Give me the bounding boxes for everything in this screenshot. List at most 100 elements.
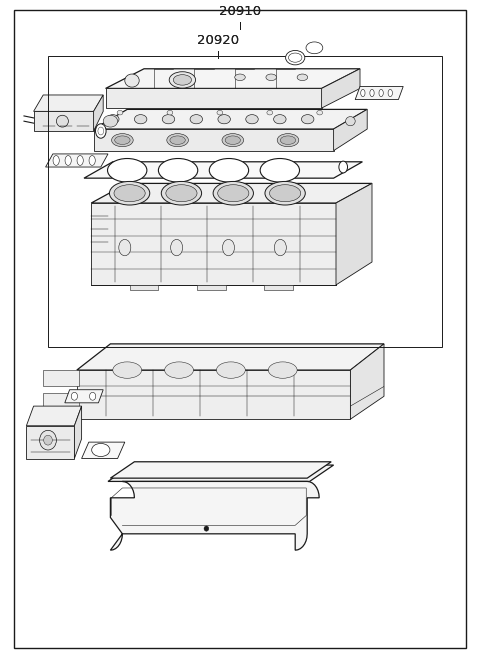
Ellipse shape xyxy=(71,392,78,400)
Ellipse shape xyxy=(190,115,203,124)
Polygon shape xyxy=(106,88,322,108)
Polygon shape xyxy=(94,95,103,131)
Ellipse shape xyxy=(280,136,296,144)
Ellipse shape xyxy=(216,362,245,379)
Polygon shape xyxy=(110,481,319,550)
Polygon shape xyxy=(350,344,384,419)
Ellipse shape xyxy=(317,111,323,115)
Ellipse shape xyxy=(98,127,104,135)
Ellipse shape xyxy=(275,239,287,255)
Polygon shape xyxy=(264,285,293,290)
Ellipse shape xyxy=(166,185,197,202)
Ellipse shape xyxy=(213,181,253,205)
Polygon shape xyxy=(350,386,384,406)
Ellipse shape xyxy=(125,74,139,87)
Ellipse shape xyxy=(115,136,130,144)
Polygon shape xyxy=(322,69,360,108)
Polygon shape xyxy=(110,462,331,478)
Polygon shape xyxy=(91,183,372,203)
Polygon shape xyxy=(355,86,403,100)
Ellipse shape xyxy=(111,134,133,147)
Ellipse shape xyxy=(89,392,96,400)
Ellipse shape xyxy=(388,90,392,96)
Text: 20920: 20920 xyxy=(197,34,240,47)
Ellipse shape xyxy=(57,115,69,127)
Ellipse shape xyxy=(65,156,72,166)
Ellipse shape xyxy=(39,430,57,450)
Ellipse shape xyxy=(265,181,305,205)
Polygon shape xyxy=(74,406,82,458)
Ellipse shape xyxy=(379,90,384,96)
Ellipse shape xyxy=(267,111,273,115)
Ellipse shape xyxy=(270,185,301,202)
Ellipse shape xyxy=(117,111,123,115)
Ellipse shape xyxy=(92,443,110,457)
Ellipse shape xyxy=(277,134,299,147)
Ellipse shape xyxy=(165,362,193,379)
Ellipse shape xyxy=(222,134,244,147)
Ellipse shape xyxy=(235,74,245,81)
Polygon shape xyxy=(108,465,334,481)
Ellipse shape xyxy=(134,115,147,124)
Ellipse shape xyxy=(113,362,142,379)
Ellipse shape xyxy=(306,42,323,54)
Ellipse shape xyxy=(162,115,175,124)
Ellipse shape xyxy=(89,156,95,166)
Ellipse shape xyxy=(297,74,308,81)
Polygon shape xyxy=(65,390,103,403)
Ellipse shape xyxy=(103,115,118,127)
Text: 20910: 20910 xyxy=(219,5,261,18)
Ellipse shape xyxy=(346,117,355,126)
Polygon shape xyxy=(336,183,372,285)
Ellipse shape xyxy=(167,134,188,147)
Ellipse shape xyxy=(44,435,52,445)
Ellipse shape xyxy=(161,181,202,205)
Polygon shape xyxy=(82,442,125,458)
Ellipse shape xyxy=(167,111,173,115)
Polygon shape xyxy=(91,203,336,285)
Ellipse shape xyxy=(114,185,145,202)
Ellipse shape xyxy=(96,124,106,138)
Ellipse shape xyxy=(286,50,305,65)
Polygon shape xyxy=(43,393,79,413)
Ellipse shape xyxy=(170,136,185,144)
Ellipse shape xyxy=(119,239,131,255)
Polygon shape xyxy=(34,95,103,111)
Ellipse shape xyxy=(169,71,196,88)
Ellipse shape xyxy=(260,159,300,182)
Bar xyxy=(48,56,442,347)
Polygon shape xyxy=(26,406,82,426)
Ellipse shape xyxy=(370,90,374,96)
Polygon shape xyxy=(43,370,79,386)
Ellipse shape xyxy=(218,115,230,124)
Polygon shape xyxy=(94,109,367,129)
Text: 20920: 20920 xyxy=(197,34,240,47)
Ellipse shape xyxy=(217,111,223,115)
Ellipse shape xyxy=(109,181,150,205)
Polygon shape xyxy=(334,109,367,151)
Ellipse shape xyxy=(77,156,84,166)
Ellipse shape xyxy=(107,115,119,124)
Ellipse shape xyxy=(339,161,348,173)
Polygon shape xyxy=(106,69,360,88)
Ellipse shape xyxy=(225,136,240,144)
Ellipse shape xyxy=(266,74,276,81)
Polygon shape xyxy=(77,370,350,419)
Ellipse shape xyxy=(53,156,60,166)
Ellipse shape xyxy=(171,239,182,255)
Ellipse shape xyxy=(158,159,198,182)
Polygon shape xyxy=(34,111,94,131)
Text: 20910: 20910 xyxy=(219,5,261,18)
Ellipse shape xyxy=(173,75,192,85)
Ellipse shape xyxy=(361,90,365,96)
Polygon shape xyxy=(46,154,108,167)
Polygon shape xyxy=(130,285,158,290)
Polygon shape xyxy=(26,426,74,458)
Ellipse shape xyxy=(246,115,258,124)
Polygon shape xyxy=(197,285,226,290)
Polygon shape xyxy=(94,129,334,151)
Polygon shape xyxy=(77,344,384,370)
Ellipse shape xyxy=(268,362,297,379)
Ellipse shape xyxy=(218,185,249,202)
Ellipse shape xyxy=(204,526,209,531)
